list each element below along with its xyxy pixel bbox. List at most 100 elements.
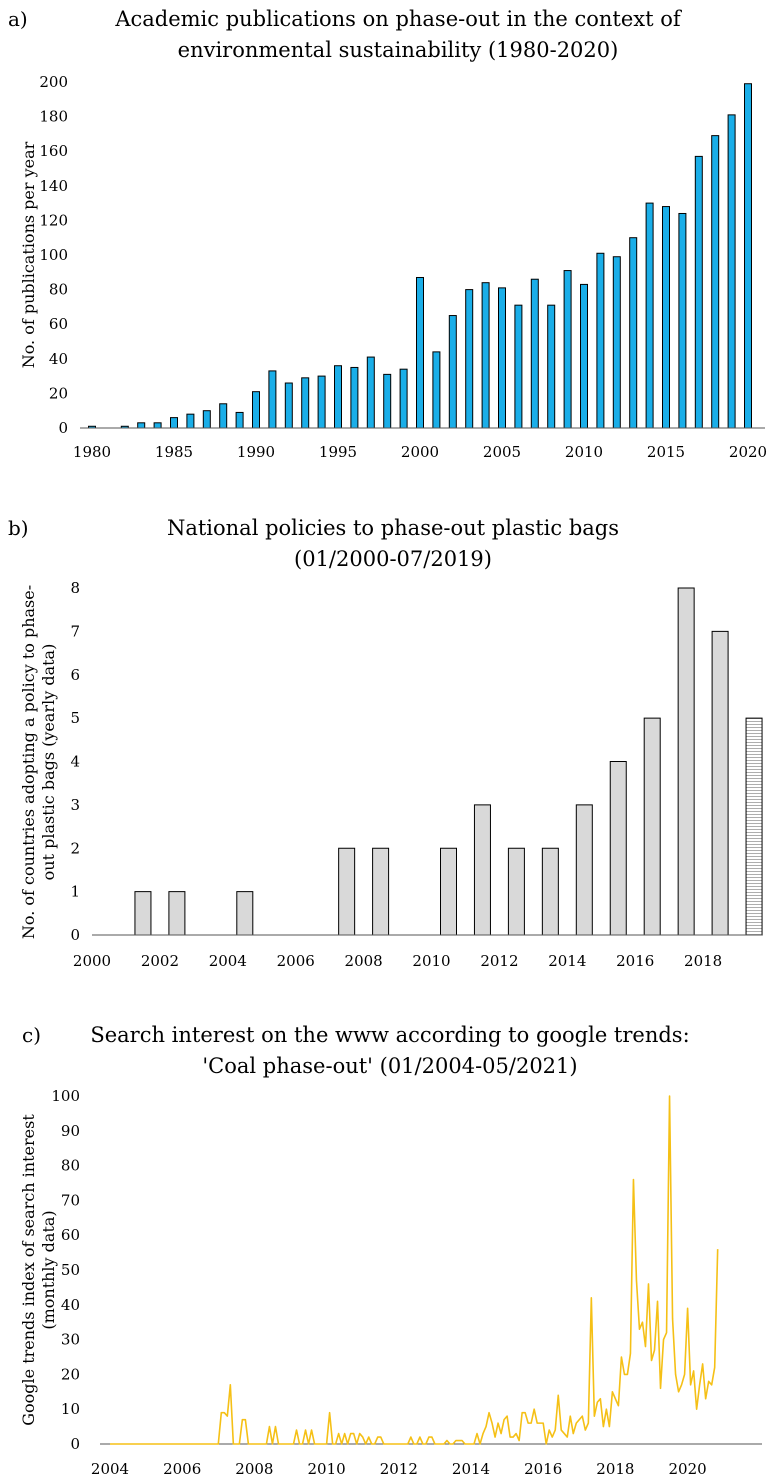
- x-tick-label: 2016: [616, 952, 654, 970]
- bar-policies-2014: [575, 804, 593, 936]
- bar-publications-2018: [711, 135, 720, 429]
- x-tick-label: 2010: [308, 1460, 346, 1477]
- bar-publications-1996: [350, 366, 359, 429]
- y-tick-label: 0: [58, 419, 68, 437]
- x-tick-label: 2004: [209, 952, 247, 970]
- bar-publications-1984: [153, 422, 162, 429]
- bar-publications-2008: [547, 304, 556, 429]
- y-tick-label: 100: [39, 246, 68, 264]
- bar-policies-2018: [711, 630, 729, 936]
- bar-policies-2012: [507, 847, 525, 936]
- x-tick-label: 2016: [524, 1460, 562, 1477]
- bar-publications-1994: [317, 375, 326, 429]
- y-tick-label: 60: [49, 315, 68, 333]
- search-interest-line: [110, 1095, 719, 1445]
- x-tick-label: 1995: [319, 443, 357, 461]
- x-tick-label: 2008: [235, 1460, 273, 1477]
- bar-publications-2015: [662, 206, 670, 429]
- x-tick-label: 2020: [669, 1460, 707, 1477]
- bar-publications-2009: [563, 270, 572, 429]
- y-tick-label: 80: [49, 281, 68, 299]
- y-tick-label: 80: [61, 1157, 80, 1175]
- x-tick-label: 2004: [91, 1460, 129, 1477]
- bar-publications-2013: [629, 237, 638, 429]
- bar-policies-2017: [677, 587, 695, 936]
- y-tick-label: 140: [39, 177, 68, 195]
- y-tick-label: 90: [61, 1122, 80, 1140]
- panel-a-title-line-1: Academic publications on phase-out in th…: [114, 7, 683, 31]
- y-tick-label: 50: [61, 1261, 80, 1279]
- x-tick-label: 2000: [401, 443, 439, 461]
- y-tick-label: 20: [49, 384, 68, 402]
- y-tick-label: 10: [61, 1400, 80, 1418]
- bar-publications-2001: [432, 351, 441, 429]
- bar-publications-2007: [530, 278, 539, 429]
- y-tick-label: 180: [39, 108, 68, 126]
- bar-publications-2016: [678, 212, 687, 429]
- x-tick-label: 2012: [380, 1460, 418, 1477]
- x-tick-label: 2014: [548, 952, 586, 970]
- y-axis-label: No. of publications per year: [19, 141, 38, 368]
- y-tick-label: 4: [70, 753, 80, 771]
- x-tick-label: 2015: [647, 443, 685, 461]
- x-tick-label: 1980: [73, 443, 111, 461]
- panel-b-plastic-bags-chart: b) National policies to phase-out plasti…: [8, 516, 763, 970]
- bar-publications-2014: [645, 202, 654, 429]
- x-tick-label: 1985: [155, 443, 193, 461]
- bar-policies-2007: [338, 847, 356, 936]
- bar-policies-2019: [745, 717, 763, 936]
- x-tick-label: 2010: [412, 952, 450, 970]
- panel-c-letter: c): [22, 1023, 41, 1047]
- bar-publications-1995: [334, 365, 342, 429]
- bar-policies-2001: [134, 891, 152, 936]
- panel-b-plot-area: 0 1 2 3 4 5 6 7 8 No. of countries adopting a pol…: [19, 579, 763, 970]
- bar-policies-2010: [440, 847, 457, 936]
- panel-b-title-line-1: National policies to phase-out plastic b…: [167, 516, 619, 540]
- panel-b-letter: b): [8, 516, 29, 540]
- panel-a-letter: a): [8, 7, 28, 31]
- bar-publications-1987: [202, 410, 211, 429]
- y-axis-label: No. of countries adopting a policy to ph…: [19, 585, 38, 939]
- y-tick-label: 0: [70, 926, 80, 944]
- bar-publications-1998: [383, 373, 392, 429]
- bar-policies-2008: [372, 847, 390, 936]
- y-tick-label: 8: [70, 579, 80, 597]
- panel-b-title-line-2: (01/2000-07/2019): [294, 547, 492, 571]
- y-tick-label: 120: [39, 211, 68, 229]
- x-tick-label: 2006: [277, 952, 315, 970]
- x-tick-label: 2006: [163, 1460, 201, 1477]
- bar-policies-2002: [168, 891, 186, 936]
- y-tick-label: 40: [61, 1296, 80, 1314]
- bar-publications-2006: [514, 304, 523, 429]
- y-tick-label: 30: [61, 1331, 80, 1349]
- bar-publications-1986: [186, 413, 195, 429]
- y-axis-label: (monthly data): [39, 1210, 58, 1329]
- bar-publications-1999: [399, 368, 408, 429]
- panel-a-plot-area: 0 20 40 60 80 100 120 140 160 180 200 No. of public…: [19, 73, 767, 461]
- bar-policies-2011: [473, 804, 491, 936]
- y-tick-label: 40: [49, 350, 68, 368]
- y-axis-label: Google trends index of search interest: [19, 1114, 38, 1426]
- bar-publications-1991: [268, 370, 277, 429]
- y-axis-label: out plastic bags (yearly data): [39, 644, 58, 881]
- bar-publications-2020: [744, 83, 752, 429]
- y-tick-label: 0: [70, 1435, 80, 1453]
- x-tick-label: 2002: [141, 952, 179, 970]
- bar-publications-2010: [580, 283, 588, 429]
- x-tick-label: 2012: [480, 952, 518, 970]
- panel-c-plot-area: 0 10 20 30 40 50 60 70 80 90 100 Google trends inde…: [19, 1087, 762, 1477]
- x-tick-label: 2010: [565, 443, 603, 461]
- bar-publications-2002: [448, 315, 457, 429]
- x-tick-label: 1990: [237, 443, 275, 461]
- x-tick-label: 2005: [483, 443, 521, 461]
- panel-c-search-interest-chart: c) Search interest on the www according …: [19, 1023, 762, 1477]
- panel-a-title-line-2: environmental sustainability (1980-2020): [178, 38, 619, 62]
- bar-publications-1985: [170, 417, 178, 429]
- x-tick-label: 2020: [729, 443, 767, 461]
- bar-publications-1988: [219, 403, 228, 429]
- bar-policies-2004: [236, 891, 254, 936]
- x-tick-label: 2018: [684, 952, 722, 970]
- bar-publications-2004: [481, 282, 490, 429]
- bar-policies-2016: [643, 717, 661, 936]
- y-tick-label: 1: [70, 883, 80, 901]
